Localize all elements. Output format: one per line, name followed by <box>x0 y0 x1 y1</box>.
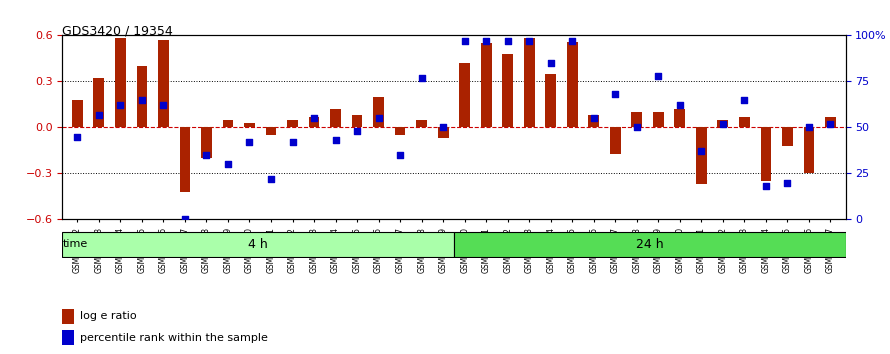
Bar <box>222 120 233 127</box>
Bar <box>201 127 212 158</box>
Bar <box>93 78 104 127</box>
Bar <box>352 115 362 127</box>
Text: percentile rank within the sample: percentile rank within the sample <box>79 332 267 343</box>
Point <box>694 149 708 154</box>
Text: log e ratio: log e ratio <box>79 311 136 321</box>
FancyBboxPatch shape <box>454 232 846 257</box>
Point <box>522 38 537 44</box>
Bar <box>717 120 728 127</box>
Bar <box>761 127 772 181</box>
Bar <box>180 127 190 192</box>
Point <box>565 38 579 44</box>
Point <box>113 103 127 108</box>
Bar <box>782 127 793 146</box>
Bar <box>804 127 814 173</box>
Point <box>544 60 558 66</box>
Bar <box>244 123 255 127</box>
Text: 4 h: 4 h <box>248 238 268 251</box>
Bar <box>675 109 685 127</box>
Bar <box>330 109 341 127</box>
Bar <box>417 120 427 127</box>
Bar <box>588 115 599 127</box>
Point <box>759 183 773 189</box>
Bar <box>481 43 491 127</box>
Point <box>350 128 364 134</box>
Bar <box>631 112 643 127</box>
Point <box>157 103 171 108</box>
Text: 24 h: 24 h <box>635 238 664 251</box>
Point <box>673 103 687 108</box>
Point <box>587 115 601 121</box>
Point <box>221 161 235 167</box>
Bar <box>395 127 406 135</box>
Point <box>393 152 408 158</box>
Point <box>242 139 256 145</box>
Point <box>457 38 472 44</box>
Bar <box>158 40 169 127</box>
Point <box>371 115 385 121</box>
Point <box>802 125 816 130</box>
Point <box>608 91 622 97</box>
Point <box>629 125 643 130</box>
Point <box>500 38 514 44</box>
Bar <box>459 63 470 127</box>
Point <box>70 134 85 139</box>
Text: time: time <box>62 239 87 249</box>
Point <box>264 176 279 182</box>
Bar <box>373 97 384 127</box>
Point <box>436 125 450 130</box>
Bar <box>653 112 664 127</box>
Point <box>781 180 795 185</box>
Point <box>651 73 666 79</box>
Bar <box>696 127 707 184</box>
Bar <box>72 100 83 127</box>
Point <box>307 115 321 121</box>
Bar <box>739 117 749 127</box>
Bar <box>825 117 836 127</box>
Bar <box>524 39 535 127</box>
Point <box>737 97 751 103</box>
Bar <box>546 74 556 127</box>
Bar <box>115 39 125 127</box>
Bar <box>62 309 74 324</box>
Bar <box>287 120 298 127</box>
Point <box>286 139 300 145</box>
Point <box>199 152 214 158</box>
Point <box>134 97 149 103</box>
Bar <box>62 330 74 345</box>
FancyBboxPatch shape <box>62 232 454 257</box>
Point <box>415 75 429 81</box>
Text: GDS3420 / 19354: GDS3420 / 19354 <box>62 25 173 38</box>
Bar <box>610 127 620 154</box>
Point <box>178 217 192 222</box>
Bar <box>309 117 320 127</box>
Bar <box>567 41 578 127</box>
Point <box>823 121 837 127</box>
Point <box>479 38 493 44</box>
Bar <box>136 66 147 127</box>
Bar <box>265 127 277 135</box>
Bar <box>502 54 513 127</box>
Point <box>92 112 106 118</box>
Point <box>716 121 730 127</box>
Bar <box>438 127 449 138</box>
Point <box>328 137 343 143</box>
